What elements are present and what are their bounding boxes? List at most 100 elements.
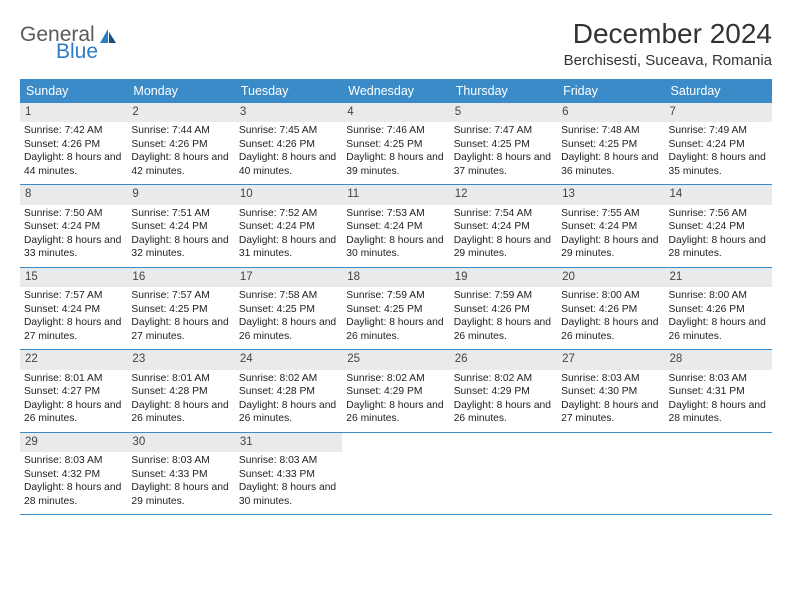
daylight-line: Daylight: 8 hours and 26 minutes. (454, 399, 553, 426)
sunrise-line: Sunrise: 7:59 AM (454, 289, 553, 303)
day-cell: 23Sunrise: 8:01 AMSunset: 4:28 PMDayligh… (127, 350, 234, 431)
logo: General Blue (20, 18, 118, 62)
sunset-line: Sunset: 4:25 PM (239, 303, 338, 317)
weekday-header: Tuesday (235, 79, 342, 103)
daylight-line: Daylight: 8 hours and 39 minutes. (346, 151, 445, 178)
sunrise-line: Sunrise: 7:45 AM (239, 124, 338, 138)
daylight-line: Daylight: 8 hours and 36 minutes. (561, 151, 660, 178)
sunset-line: Sunset: 4:26 PM (131, 138, 230, 152)
day-body: Sunrise: 8:03 AMSunset: 4:33 PMDaylight:… (127, 452, 234, 514)
sunset-line: Sunset: 4:28 PM (131, 385, 230, 399)
day-cell: 13Sunrise: 7:55 AMSunset: 4:24 PMDayligh… (557, 185, 664, 266)
sunrise-line: Sunrise: 8:00 AM (669, 289, 768, 303)
sunrise-line: Sunrise: 7:59 AM (346, 289, 445, 303)
sunrise-line: Sunrise: 8:02 AM (346, 372, 445, 386)
day-cell: 1Sunrise: 7:42 AMSunset: 4:26 PMDaylight… (20, 103, 127, 184)
day-cell: 28Sunrise: 8:03 AMSunset: 4:31 PMDayligh… (665, 350, 772, 431)
daylight-line: Daylight: 8 hours and 26 minutes. (346, 399, 445, 426)
sunset-line: Sunset: 4:24 PM (131, 220, 230, 234)
day-body: Sunrise: 8:00 AMSunset: 4:26 PMDaylight:… (557, 287, 664, 349)
sunset-line: Sunset: 4:24 PM (561, 220, 660, 234)
sunset-line: Sunset: 4:33 PM (131, 468, 230, 482)
day-cell: 12Sunrise: 7:54 AMSunset: 4:24 PMDayligh… (450, 185, 557, 266)
day-number: 12 (450, 185, 557, 204)
sunset-line: Sunset: 4:29 PM (454, 385, 553, 399)
sunset-line: Sunset: 4:25 PM (346, 303, 445, 317)
logo-line2: Blue (56, 41, 98, 62)
day-body: Sunrise: 7:57 AMSunset: 4:24 PMDaylight:… (20, 287, 127, 349)
daylight-line: Daylight: 8 hours and 26 minutes. (131, 399, 230, 426)
day-number: 23 (127, 350, 234, 369)
header: General Blue December 2024 Berchisesti, … (20, 18, 772, 69)
sunset-line: Sunset: 4:24 PM (24, 220, 123, 234)
day-cell: .. (665, 433, 772, 514)
day-number: 29 (20, 433, 127, 452)
day-number: 25 (342, 350, 449, 369)
day-body: Sunrise: 7:55 AMSunset: 4:24 PMDaylight:… (557, 205, 664, 267)
day-number: 17 (235, 268, 342, 287)
day-cell: 3Sunrise: 7:45 AMSunset: 4:26 PMDaylight… (235, 103, 342, 184)
day-cell: 14Sunrise: 7:56 AMSunset: 4:24 PMDayligh… (665, 185, 772, 266)
daylight-line: Daylight: 8 hours and 26 minutes. (561, 316, 660, 343)
day-cell: 4Sunrise: 7:46 AMSunset: 4:25 PMDaylight… (342, 103, 449, 184)
day-cell: 24Sunrise: 8:02 AMSunset: 4:28 PMDayligh… (235, 350, 342, 431)
daylight-line: Daylight: 8 hours and 26 minutes. (24, 399, 123, 426)
day-number: 24 (235, 350, 342, 369)
day-cell: 31Sunrise: 8:03 AMSunset: 4:33 PMDayligh… (235, 433, 342, 514)
sunset-line: Sunset: 4:26 PM (561, 303, 660, 317)
daylight-line: Daylight: 8 hours and 27 minutes. (131, 316, 230, 343)
daylight-line: Daylight: 8 hours and 32 minutes. (131, 234, 230, 261)
day-cell: .. (557, 433, 664, 514)
day-number: 15 (20, 268, 127, 287)
day-cell: 15Sunrise: 7:57 AMSunset: 4:24 PMDayligh… (20, 268, 127, 349)
sunrise-line: Sunrise: 7:50 AM (24, 207, 123, 221)
week-row: 15Sunrise: 7:57 AMSunset: 4:24 PMDayligh… (20, 268, 772, 350)
day-body: Sunrise: 8:02 AMSunset: 4:28 PMDaylight:… (235, 370, 342, 432)
day-number: 28 (665, 350, 772, 369)
daylight-line: Daylight: 8 hours and 35 minutes. (669, 151, 768, 178)
sunrise-line: Sunrise: 8:01 AM (131, 372, 230, 386)
day-cell: 21Sunrise: 8:00 AMSunset: 4:26 PMDayligh… (665, 268, 772, 349)
day-body: Sunrise: 7:54 AMSunset: 4:24 PMDaylight:… (450, 205, 557, 267)
day-body: Sunrise: 7:51 AMSunset: 4:24 PMDaylight:… (127, 205, 234, 267)
daylight-line: Daylight: 8 hours and 30 minutes. (346, 234, 445, 261)
day-cell: 10Sunrise: 7:52 AMSunset: 4:24 PMDayligh… (235, 185, 342, 266)
sunrise-line: Sunrise: 7:42 AM (24, 124, 123, 138)
sunset-line: Sunset: 4:31 PM (669, 385, 768, 399)
daylight-line: Daylight: 8 hours and 29 minutes. (454, 234, 553, 261)
sunrise-line: Sunrise: 7:46 AM (346, 124, 445, 138)
day-number: 18 (342, 268, 449, 287)
day-body: Sunrise: 8:03 AMSunset: 4:30 PMDaylight:… (557, 370, 664, 432)
day-body: Sunrise: 8:01 AMSunset: 4:28 PMDaylight:… (127, 370, 234, 432)
daylight-line: Daylight: 8 hours and 30 minutes. (239, 481, 338, 508)
day-cell: 18Sunrise: 7:59 AMSunset: 4:25 PMDayligh… (342, 268, 449, 349)
day-cell: 19Sunrise: 7:59 AMSunset: 4:26 PMDayligh… (450, 268, 557, 349)
day-number: 19 (450, 268, 557, 287)
sunrise-line: Sunrise: 8:02 AM (454, 372, 553, 386)
daylight-line: Daylight: 8 hours and 28 minutes. (669, 399, 768, 426)
day-number: 30 (127, 433, 234, 452)
weekday-header: Sunday (20, 79, 127, 103)
day-cell: 8Sunrise: 7:50 AMSunset: 4:24 PMDaylight… (20, 185, 127, 266)
day-number: 6 (557, 103, 664, 122)
day-number: 27 (557, 350, 664, 369)
sunrise-line: Sunrise: 8:00 AM (561, 289, 660, 303)
sunset-line: Sunset: 4:28 PM (239, 385, 338, 399)
daylight-line: Daylight: 8 hours and 29 minutes. (131, 481, 230, 508)
sunrise-line: Sunrise: 7:54 AM (454, 207, 553, 221)
sunset-line: Sunset: 4:24 PM (239, 220, 338, 234)
sunset-line: Sunset: 4:29 PM (346, 385, 445, 399)
sunset-line: Sunset: 4:26 PM (24, 138, 123, 152)
sunrise-line: Sunrise: 7:49 AM (669, 124, 768, 138)
sunset-line: Sunset: 4:24 PM (24, 303, 123, 317)
day-cell: 25 Sunrise: 8:02 AMSunset: 4:29 PMDayligh… (342, 350, 449, 431)
day-number: 21 (665, 268, 772, 287)
daylight-line: Daylight: 8 hours and 37 minutes. (454, 151, 553, 178)
daylight-line: Daylight: 8 hours and 27 minutes. (561, 399, 660, 426)
day-body: Sunrise: 8:02 AMSunset: 4:29 PMDaylight:… (450, 370, 557, 432)
day-body: Sunrise: 7:42 AMSunset: 4:26 PMDaylight:… (20, 122, 127, 184)
day-body: Sunrise: 7:58 AMSunset: 4:25 PMDaylight:… (235, 287, 342, 349)
day-cell: 17Sunrise: 7:58 AMSunset: 4:25 PMDayligh… (235, 268, 342, 349)
day-body: Sunrise: 8:00 AMSunset: 4:26 PMDaylight:… (665, 287, 772, 349)
day-cell: 22Sunrise: 8:01 AMSunset: 4:27 PMDayligh… (20, 350, 127, 431)
